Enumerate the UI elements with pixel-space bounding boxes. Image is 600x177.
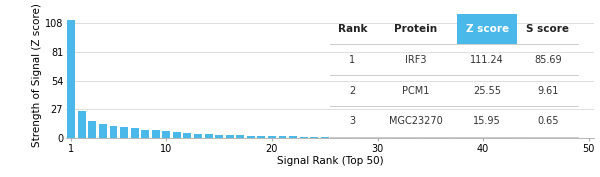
Text: PCM1: PCM1 [402, 86, 430, 96]
Text: MGC23270: MGC23270 [389, 116, 443, 126]
Bar [78, 111, 86, 138]
Bar [331, 137, 339, 138]
Bar [437, 137, 445, 138]
Text: S score: S score [526, 24, 569, 34]
X-axis label: Signal Rank (Top 50): Signal Rank (Top 50) [277, 156, 383, 166]
Bar [289, 136, 297, 138]
Bar [99, 124, 107, 138]
Y-axis label: Strength of Signal (Z score): Strength of Signal (Z score) [32, 3, 42, 147]
Bar [469, 137, 476, 138]
Text: Protein: Protein [394, 24, 437, 34]
Bar [173, 132, 181, 138]
Bar [120, 127, 128, 138]
Text: 15.95: 15.95 [473, 116, 501, 126]
Bar [395, 137, 403, 138]
Bar [363, 137, 371, 138]
Bar [257, 136, 265, 138]
Bar [247, 136, 255, 138]
Bar [88, 121, 97, 138]
Bar [490, 137, 497, 138]
Text: 2: 2 [349, 86, 356, 96]
Bar [427, 137, 434, 138]
Bar [416, 137, 424, 138]
Text: Z score: Z score [466, 24, 509, 34]
Bar [278, 136, 286, 138]
Bar [405, 137, 413, 138]
Bar [321, 137, 329, 138]
Text: 9.61: 9.61 [537, 86, 559, 96]
Text: 25.55: 25.55 [473, 86, 501, 96]
Bar [299, 137, 308, 138]
Bar [226, 135, 233, 138]
Bar [479, 137, 487, 138]
Bar [384, 137, 392, 138]
Text: 85.69: 85.69 [534, 55, 562, 65]
Bar [110, 126, 118, 138]
Bar [448, 137, 455, 138]
Text: Rank: Rank [338, 24, 367, 34]
Bar [67, 20, 75, 138]
Text: IRF3: IRF3 [405, 55, 427, 65]
Bar [236, 135, 244, 138]
Bar [184, 133, 191, 138]
Bar [458, 137, 466, 138]
Bar [342, 137, 350, 138]
Bar [131, 129, 139, 138]
Bar [374, 137, 382, 138]
Bar [310, 137, 318, 138]
Bar [152, 130, 160, 138]
Bar [194, 134, 202, 138]
Text: 0.65: 0.65 [537, 116, 559, 126]
Bar [163, 131, 170, 138]
Bar [352, 137, 361, 138]
Text: 3: 3 [349, 116, 356, 126]
Bar [141, 130, 149, 138]
Bar [215, 135, 223, 138]
Text: 111.24: 111.24 [470, 55, 504, 65]
Text: 1: 1 [349, 55, 356, 65]
FancyBboxPatch shape [457, 14, 517, 44]
Bar [268, 136, 276, 138]
Bar [205, 134, 212, 138]
